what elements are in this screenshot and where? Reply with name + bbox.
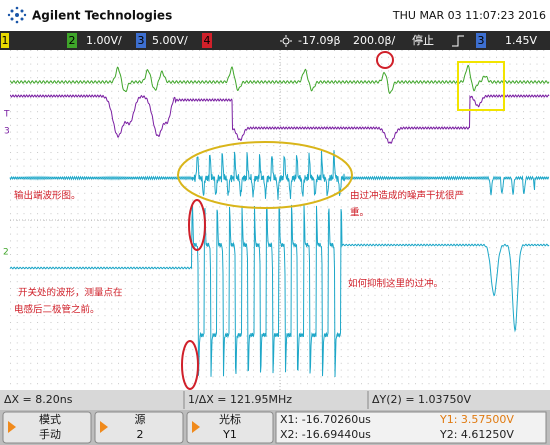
marker-gutter <box>0 50 10 390</box>
ch2-label: 2 <box>69 34 76 47</box>
softkey-label: 源 <box>135 412 146 426</box>
softkey-value: 2 <box>137 428 144 441</box>
traces <box>9 64 550 378</box>
annotation: 电感后二极管之前。 <box>14 304 100 316</box>
logo <box>7 6 27 24</box>
timebase: 200.0β/ <box>353 34 396 47</box>
softkey-arrow <box>100 421 108 433</box>
ch3-label: 3 <box>138 34 145 47</box>
highlight-ellipse <box>181 340 199 390</box>
ch2-marker: 2 <box>3 248 9 258</box>
delta-y: ΔY(2) = 1.03750V <box>372 393 472 406</box>
highlight-box <box>457 61 505 111</box>
delta-x: ΔX = 8.20ns <box>4 393 73 406</box>
run-state: 停止 <box>412 33 434 47</box>
softkey-button[interactable] <box>186 411 274 444</box>
softkey[interactable]: 模式 手动 <box>2 411 92 444</box>
cursor-x1: X1: -16.70260us <box>280 413 371 426</box>
waveform <box>9 204 550 378</box>
highlight-ellipse <box>177 141 353 209</box>
cursor-readout <box>275 411 547 444</box>
trigger-source: 3 <box>478 34 485 47</box>
annotation: 如何抑制这里的过冲。 <box>348 278 443 290</box>
ch1-badge <box>1 33 9 48</box>
softkey-arrow <box>8 421 16 433</box>
ch2-badge <box>67 33 77 48</box>
annotation: 由过冲造成的噪声干扰很严 <box>350 190 464 202</box>
trigger-slope-icon <box>452 35 464 47</box>
cursor-x2: X2: -16.69440us <box>280 428 371 441</box>
annotation: 重。 <box>350 207 369 219</box>
annotation: 输出端波形图。 <box>14 190 81 202</box>
header <box>0 0 550 31</box>
softkey-value: Y1 <box>222 428 237 441</box>
inverse-delta-x: 1/ΔX = 121.95MHz <box>188 393 292 406</box>
trigger-marker: T <box>3 110 10 120</box>
ch1-label: 1 <box>2 34 9 47</box>
cursor-y1: Y1: 3.57500V <box>439 413 514 426</box>
delay-icon <box>280 35 292 47</box>
softkey-button[interactable] <box>2 411 92 444</box>
delay: -17.09β <box>298 34 340 47</box>
datetime: THU MAR 03 11:07:23 2016 <box>392 9 546 22</box>
softkey-label: 光标 <box>219 412 241 426</box>
highlight-circle <box>376 51 394 69</box>
trigger-level: 1.45V <box>505 34 537 47</box>
ch4-label: 4 <box>204 34 211 47</box>
highlight-ellipse <box>188 199 206 251</box>
annotation: 开关处的波形，测量点在 <box>18 287 123 299</box>
trigger-source-badge <box>476 33 486 48</box>
softkey-value: 手动 <box>39 427 61 441</box>
ch3-scale: 5.00V/ <box>152 34 188 47</box>
softkey-arrow <box>192 421 200 433</box>
softkey-label: 模式 <box>39 413 61 426</box>
cursor-y2: Y2: 4.61250V <box>439 428 514 441</box>
softkey-button[interactable] <box>94 411 184 444</box>
brand: Agilent Technologies <box>32 9 172 23</box>
waveform <box>10 94 550 145</box>
waveform <box>9 150 550 200</box>
ch3-marker: 3 <box>4 127 10 137</box>
ch2-scale: 1.00V/ <box>86 34 122 47</box>
ch4-badge <box>202 33 212 48</box>
status-bar <box>0 31 550 50</box>
measurement-bar <box>0 390 550 410</box>
waveform <box>9 64 550 94</box>
ch3-badge <box>136 33 146 48</box>
softkey[interactable]: 源 2 <box>94 411 184 444</box>
softkey[interactable]: 光标 Y1 <box>186 411 274 444</box>
